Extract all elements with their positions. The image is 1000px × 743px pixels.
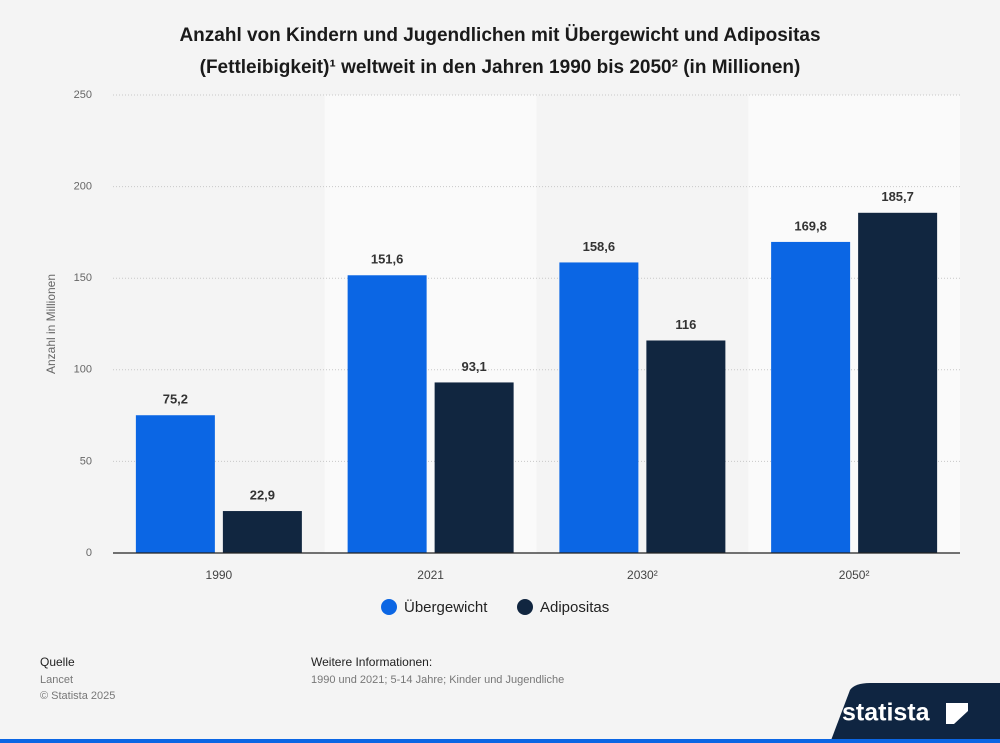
y-tick-label: 50 (80, 455, 92, 467)
bar (222, 511, 302, 553)
data-label: 158,6 (583, 239, 616, 254)
legend-label: Übergewicht (404, 598, 488, 616)
data-label: 75,2 (163, 392, 188, 407)
bottom-stripe (0, 739, 1000, 743)
y-tick-label: 250 (74, 89, 92, 101)
logo-background (830, 683, 1000, 743)
data-label: 151,6 (371, 252, 404, 267)
info: 1990 und 2021; 5-14 Jahre; Kinder und Ju… (311, 674, 564, 686)
legend-marker (381, 599, 397, 615)
x-tick-label: 2050² (839, 568, 870, 582)
bar (646, 340, 726, 553)
data-label: 185,7 (881, 189, 914, 204)
bar (771, 241, 851, 554)
copyright: © Statista 2025 (40, 690, 115, 702)
bar (347, 275, 427, 553)
legend-label: Adipositas (540, 599, 609, 616)
source-title: Quelle (40, 655, 75, 669)
chart-subtitle: (Fettleibigkeit)¹ weltweit in den Jahren… (200, 57, 801, 78)
data-label: 93,1 (461, 359, 486, 374)
logo-icon (946, 703, 968, 724)
x-tick-label: 2030² (627, 568, 658, 582)
data-label: 116 (675, 317, 696, 332)
data-label: 22,9 (250, 487, 275, 502)
data-label: 169,8 (794, 218, 827, 233)
chart-title: Anzahl von Kindern und Jugendlichen mit … (179, 25, 820, 46)
source: Lancet (40, 674, 73, 686)
y-axis-label: Anzahl in Millionen (44, 274, 58, 374)
y-tick-label: 150 (74, 272, 92, 284)
x-tick-label: 1990 (206, 568, 233, 582)
y-tick-label: 0 (86, 547, 92, 559)
logo: statista (842, 699, 931, 727)
bar (858, 212, 938, 553)
x-tick-label: 2021 (417, 568, 444, 582)
legend-marker (517, 599, 533, 615)
info-title: Weitere Informationen: (311, 655, 432, 669)
y-tick-label: 200 (74, 181, 92, 193)
bar (434, 382, 514, 553)
bar (559, 262, 639, 553)
bar (135, 415, 215, 553)
y-tick-label: 100 (74, 364, 92, 376)
